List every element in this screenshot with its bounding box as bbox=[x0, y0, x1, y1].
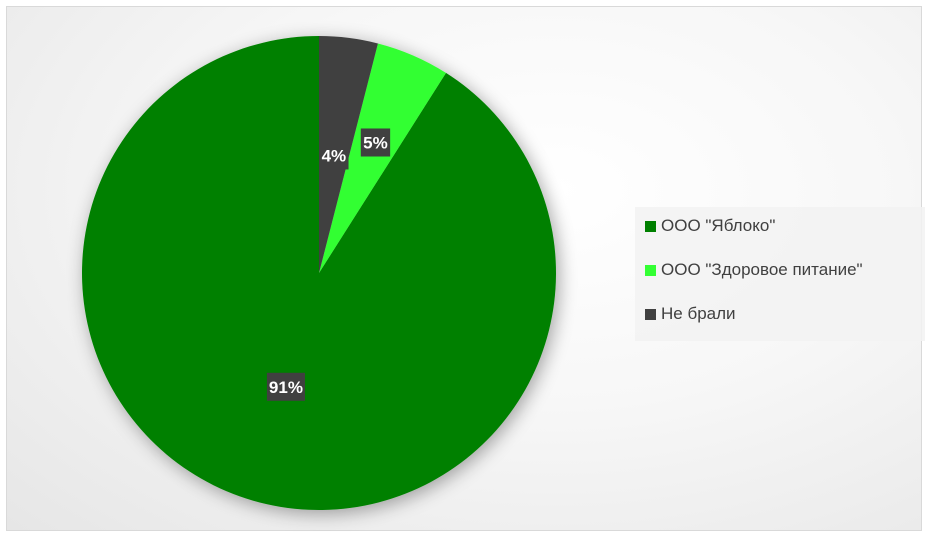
legend-entry-ne-brali: Не брали bbox=[645, 304, 925, 323]
data-label-1: 5% bbox=[360, 128, 391, 157]
legend-swatch-zdorovoe-pitanie bbox=[645, 264, 656, 276]
chart-legend: ООО "Яблоко" ООО "Здоровое питание" Не б… bbox=[635, 207, 925, 341]
data-label-box bbox=[360, 128, 391, 157]
data-label-text: 5% bbox=[363, 133, 388, 152]
data-label-0: 91% bbox=[266, 372, 305, 401]
data-label-text: 91% bbox=[269, 378, 303, 397]
legend-label-yabloko: ООО "Яблоко" bbox=[661, 216, 776, 235]
legend-entry-zdorovoe-pitanie: ООО "Здоровое питание" bbox=[645, 260, 925, 279]
pie-chart: 91% 5% 4% bbox=[81, 36, 556, 510]
pie-slice-1 bbox=[319, 43, 446, 274]
data-label-2: 4% bbox=[319, 141, 349, 170]
legend-entry-yabloko: ООО "Яблоко" bbox=[645, 216, 925, 235]
legend-label-zdorovoe-pitanie: ООО "Здоровое питание" bbox=[661, 260, 863, 279]
legend-swatch-ne-brali bbox=[645, 308, 656, 320]
legend-label-ne-brali: Не брали bbox=[661, 304, 736, 323]
data-label-box bbox=[319, 141, 349, 170]
legend-swatch-yabloko bbox=[645, 220, 656, 232]
data-label-box bbox=[266, 372, 305, 401]
data-label-text: 4% bbox=[322, 146, 347, 165]
pie-slice-0 bbox=[81, 36, 556, 510]
chart-area: 91% 5% 4% ООО "Яблоко" ООО "Здоровое питан… bbox=[6, 6, 925, 531]
